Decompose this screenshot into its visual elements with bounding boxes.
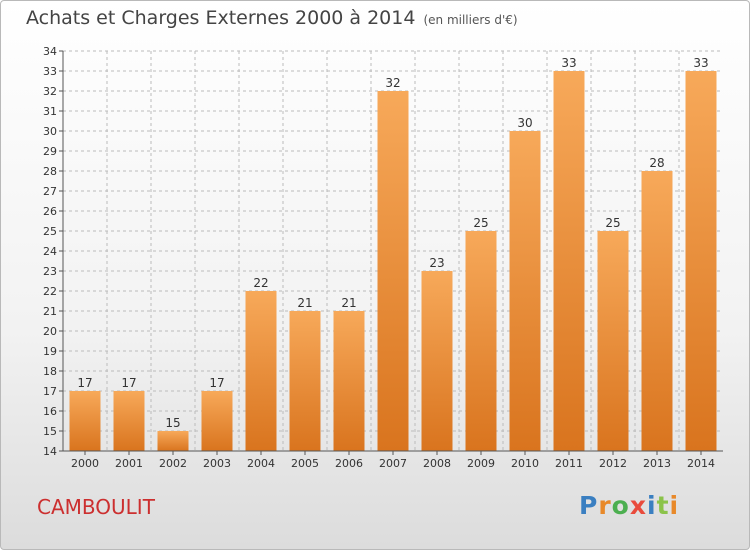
value-label-2002: 15 bbox=[165, 416, 180, 430]
ytick-label-25: 25 bbox=[43, 225, 57, 238]
logo-letter: P bbox=[579, 491, 599, 520]
proxiti-logo: Proxiti bbox=[579, 491, 679, 520]
xtick-label-2006: 2006 bbox=[335, 457, 363, 470]
xtick-label-2011: 2011 bbox=[555, 457, 583, 470]
ytick-label-34: 34 bbox=[43, 45, 57, 58]
value-label-2005: 21 bbox=[297, 296, 312, 310]
bars bbox=[69, 71, 717, 451]
bar-2004 bbox=[245, 291, 277, 451]
xtick-label-2012: 2012 bbox=[599, 457, 627, 470]
ytick-label-22: 22 bbox=[43, 285, 57, 298]
bar-2013 bbox=[641, 171, 673, 451]
ytick-label-32: 32 bbox=[43, 85, 57, 98]
axes: 14 15 16 17 18 19 20 21 22 23 24 25 26 27 28 29 30 31 32 33… bbox=[43, 45, 723, 470]
value-label-2010: 30 bbox=[517, 116, 532, 130]
ytick-label-24: 24 bbox=[43, 245, 57, 258]
ytick-label-21: 21 bbox=[43, 305, 57, 318]
bar-2007 bbox=[377, 91, 409, 451]
ytick-label-16: 16 bbox=[43, 405, 57, 418]
value-label-2001: 17 bbox=[121, 376, 136, 390]
xtick-label-2009: 2009 bbox=[467, 457, 495, 470]
chart-title: Achats et Charges Externes 2000 à 2014 (e… bbox=[26, 7, 518, 29]
logo-letter: r bbox=[598, 491, 612, 520]
logo-letter: i bbox=[647, 491, 657, 520]
bar-2010 bbox=[509, 131, 541, 451]
ytick-label-31: 31 bbox=[43, 105, 57, 118]
xtick-label-2002: 2002 bbox=[159, 457, 187, 470]
ytick-label-17: 17 bbox=[43, 385, 57, 398]
town-name: CAMBOULIT bbox=[37, 495, 155, 519]
logo-letter: o bbox=[611, 491, 630, 520]
value-label-2003: 17 bbox=[209, 376, 224, 390]
value-label-2000: 17 bbox=[77, 376, 92, 390]
value-label-2006: 21 bbox=[341, 296, 356, 310]
ytick-label-20: 20 bbox=[43, 325, 57, 338]
ytick-label-33: 33 bbox=[43, 65, 57, 78]
value-label-2013: 28 bbox=[649, 156, 664, 170]
bar-2011 bbox=[553, 71, 585, 451]
ytick-label-29: 29 bbox=[43, 145, 57, 158]
bar-2014 bbox=[685, 71, 717, 451]
ytick-label-26: 26 bbox=[43, 205, 57, 218]
xtick-label-2001: 2001 bbox=[115, 457, 143, 470]
xtick-label-2007: 2007 bbox=[379, 457, 407, 470]
bar-2001 bbox=[113, 391, 145, 451]
xtick-label-2014: 2014 bbox=[687, 457, 715, 470]
value-label-2012: 25 bbox=[605, 216, 620, 230]
ytick-label-23: 23 bbox=[43, 265, 57, 278]
xtick-label-2000: 2000 bbox=[71, 457, 99, 470]
bar-2000 bbox=[69, 391, 101, 451]
bar-2012 bbox=[597, 231, 629, 451]
bar-2005 bbox=[289, 311, 321, 451]
xtick-label-2005: 2005 bbox=[291, 457, 319, 470]
ytick-label-15: 15 bbox=[43, 425, 57, 438]
xtick-label-2008: 2008 bbox=[423, 457, 451, 470]
ytick-label-30: 30 bbox=[43, 125, 57, 138]
chart-subtitle: (en milliers d'€) bbox=[423, 13, 518, 27]
bar-2006 bbox=[333, 311, 365, 451]
value-label-2011: 33 bbox=[561, 56, 576, 70]
title-text: Achats et Charges Externes 2000 à 2014 bbox=[26, 7, 416, 29]
ytick-label-14: 14 bbox=[43, 445, 57, 458]
logo-letter: t bbox=[656, 491, 670, 520]
logo-letter: x bbox=[629, 491, 647, 520]
xtick-label-2004: 2004 bbox=[247, 457, 275, 470]
bar-2003 bbox=[201, 391, 233, 451]
value-label-2014: 33 bbox=[693, 56, 708, 70]
logo-letter: i bbox=[669, 491, 680, 520]
value-label-2009: 25 bbox=[473, 216, 488, 230]
xtick-label-2013: 2013 bbox=[643, 457, 671, 470]
ytick-label-28: 28 bbox=[43, 165, 57, 178]
ytick-label-18: 18 bbox=[43, 365, 57, 378]
ytick-label-27: 27 bbox=[43, 185, 57, 198]
xtick-label-2003: 2003 bbox=[203, 457, 231, 470]
bar-2008 bbox=[421, 271, 453, 451]
value-label-2008: 23 bbox=[429, 256, 444, 270]
value-label-2007: 32 bbox=[385, 76, 400, 90]
ytick-label-19: 19 bbox=[43, 345, 57, 358]
xtick-label-2010: 2010 bbox=[511, 457, 539, 470]
bar-2002 bbox=[157, 431, 189, 451]
value-label-2004: 22 bbox=[253, 276, 268, 290]
labels: 17 17 15 17 22 21 21 32 23 25 30 33 25 28 33 bbox=[77, 56, 708, 430]
bar-2009 bbox=[465, 231, 497, 451]
